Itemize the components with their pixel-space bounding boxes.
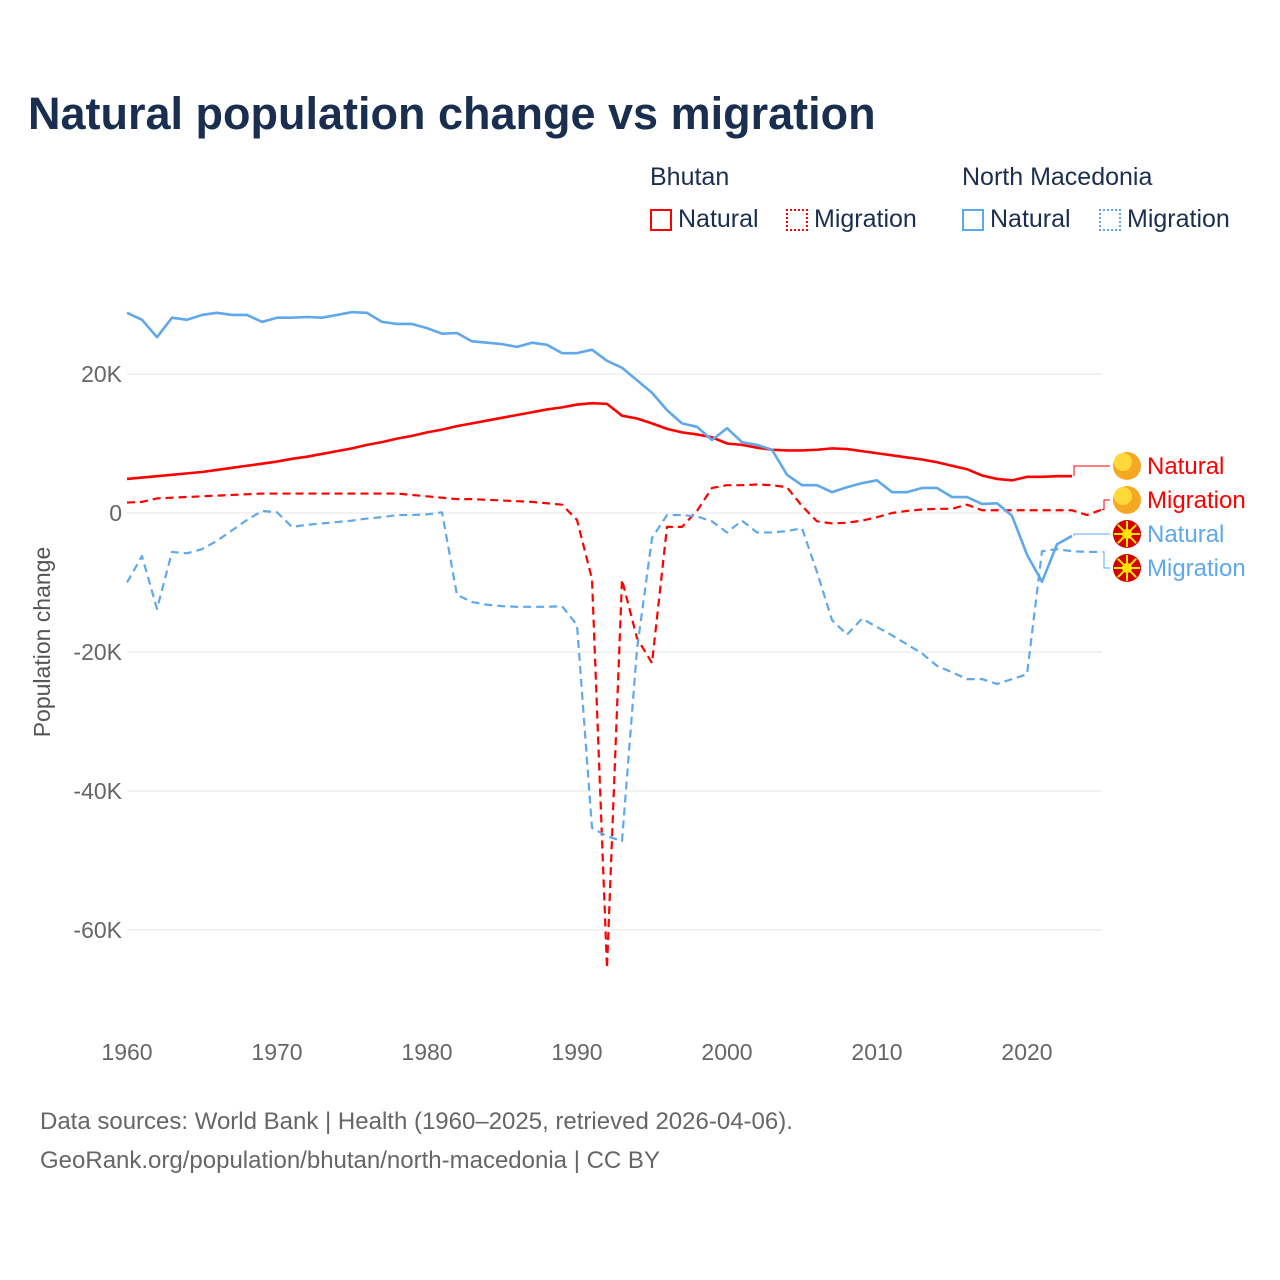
end-label: Migration [1147, 555, 1246, 582]
label-connector [1102, 499, 1110, 511]
x-tick-label: 2000 [701, 1039, 752, 1065]
chart-title: Natural population change vs migration [28, 88, 876, 139]
x-tick-label: 1960 [101, 1039, 152, 1065]
legend-swatch [786, 208, 808, 231]
y-tick-label: -40K [73, 778, 122, 804]
y-tick-label: -20K [73, 639, 122, 665]
x-tick-label: 2010 [851, 1039, 902, 1065]
y-tick-label: -60K [73, 917, 122, 943]
legend-label: Natural [990, 205, 1071, 233]
source-line-2[interactable]: GeoRank.org/population/bhutan/north-mace… [40, 1147, 660, 1174]
label-connector [1073, 465, 1110, 477]
x-tick-label: 1970 [251, 1039, 302, 1065]
legend-group-north-macedonia: North Macedonia [962, 163, 1153, 191]
legend-bhutan-natural[interactable]: Natural [650, 205, 759, 234]
legend-bhutan-migration[interactable]: Migration [786, 205, 917, 234]
y-axis-label: Population change [29, 547, 55, 738]
legend-swatch [962, 208, 984, 231]
legend-group-bhutan: Bhutan [650, 163, 730, 191]
x-tick-label: 1990 [551, 1039, 602, 1065]
legend-swatch [650, 208, 672, 231]
y-tick-label: 20K [81, 361, 123, 387]
end-label: Natural [1147, 521, 1224, 548]
series-line-north-macedonia-natural [126, 310, 1073, 584]
legend-label: Migration [1127, 205, 1230, 233]
end-label: Migration [1147, 487, 1246, 514]
end-label: Natural [1147, 453, 1224, 480]
y-tick-label: 0 [109, 500, 122, 526]
series-line-north-macedonia-migration [126, 509, 1102, 843]
legend-nmk-migration[interactable]: Migration [1099, 205, 1230, 234]
label-connector [1102, 551, 1110, 569]
x-tick-label: 1980 [401, 1039, 452, 1065]
legend-nmk-natural[interactable]: Natural [962, 205, 1071, 234]
series-line-bhutan-migration [126, 483, 1103, 970]
x-tick-label: 2020 [1001, 1039, 1052, 1065]
legend-swatch [1099, 208, 1121, 231]
legend-label: Natural [678, 205, 759, 233]
label-connector [1073, 533, 1110, 536]
legend-label: Migration [814, 205, 917, 233]
series-line-bhutan-natural [126, 401, 1072, 482]
source-line-1: Data sources: World Bank | Health (1960–… [40, 1108, 793, 1135]
